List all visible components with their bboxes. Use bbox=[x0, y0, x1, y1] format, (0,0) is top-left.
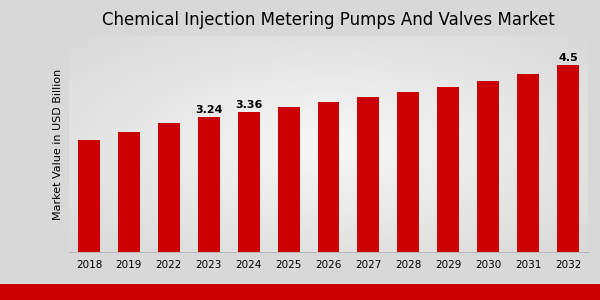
Bar bbox=[278, 106, 299, 252]
Bar bbox=[78, 140, 100, 252]
Y-axis label: Market Value in USD Billion: Market Value in USD Billion bbox=[53, 68, 64, 220]
Bar bbox=[557, 65, 579, 252]
Bar bbox=[477, 81, 499, 252]
Bar bbox=[437, 87, 459, 252]
Text: 4.5: 4.5 bbox=[558, 52, 578, 63]
Bar bbox=[317, 103, 340, 252]
Text: 3.24: 3.24 bbox=[195, 105, 223, 115]
Bar bbox=[358, 98, 379, 252]
Title: Chemical Injection Metering Pumps And Valves Market: Chemical Injection Metering Pumps And Va… bbox=[102, 11, 555, 29]
Bar bbox=[517, 74, 539, 252]
Bar bbox=[238, 112, 260, 252]
Bar bbox=[397, 92, 419, 252]
Bar bbox=[198, 117, 220, 252]
Bar bbox=[158, 123, 180, 252]
Text: 3.36: 3.36 bbox=[235, 100, 262, 110]
Bar bbox=[118, 132, 140, 252]
